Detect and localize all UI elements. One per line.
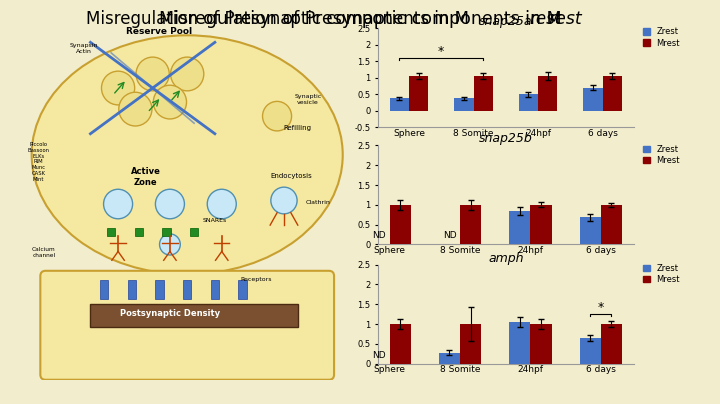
Text: Piccolo
Bassoon
ELKs
RIM
Munc
CASK
Mint: Piccolo Bassoon ELKs RIM Munc CASK Mint <box>27 142 50 182</box>
Bar <box>583 88 603 111</box>
Legend: Zrest, Mrest: Zrest, Mrest <box>643 145 680 165</box>
Bar <box>603 76 622 111</box>
Bar <box>107 228 115 236</box>
FancyBboxPatch shape <box>40 271 334 380</box>
Bar <box>601 324 622 364</box>
Bar <box>162 228 171 236</box>
Circle shape <box>207 189 236 219</box>
Bar <box>454 98 474 111</box>
Text: Calcium
channel: Calcium channel <box>32 247 55 258</box>
Bar <box>509 322 531 364</box>
Text: Endocytosis: Endocytosis <box>270 173 312 179</box>
Bar <box>238 280 247 299</box>
Title: snap25b: snap25b <box>479 133 533 145</box>
Bar <box>531 205 552 244</box>
Legend: Zrest, Mrest: Zrest, Mrest <box>643 27 680 48</box>
Text: Receptors: Receptors <box>240 277 272 282</box>
Text: Misregulation of Presynaptic components in M: Misregulation of Presynaptic components … <box>158 10 562 28</box>
Circle shape <box>263 101 292 131</box>
Text: Refilling: Refilling <box>284 125 312 131</box>
Bar <box>460 324 481 364</box>
Title: snap25a: snap25a <box>479 15 533 28</box>
Bar <box>135 228 143 236</box>
Circle shape <box>156 189 184 219</box>
Text: ND: ND <box>372 351 386 360</box>
Bar <box>127 280 136 299</box>
Text: Clathrin: Clathrin <box>306 200 331 205</box>
Bar <box>91 304 298 327</box>
Bar <box>518 94 538 111</box>
Bar <box>509 211 531 244</box>
Bar <box>580 217 601 244</box>
Bar <box>390 98 409 111</box>
Bar <box>601 205 622 244</box>
Bar <box>100 280 109 299</box>
Circle shape <box>160 234 180 255</box>
Legend: Zrest, Mrest: Zrest, Mrest <box>643 264 680 284</box>
Bar <box>409 76 428 111</box>
Text: rest: rest <box>529 10 562 28</box>
Bar <box>190 228 198 236</box>
Bar <box>531 324 552 364</box>
Text: Synapsin
Actin: Synapsin Actin <box>69 43 98 54</box>
Text: Synaptic
vesicle: Synaptic vesicle <box>294 94 322 105</box>
Bar <box>183 280 192 299</box>
Bar <box>580 338 601 364</box>
Bar <box>460 205 481 244</box>
Circle shape <box>104 189 132 219</box>
Text: *: * <box>598 301 604 314</box>
Bar <box>156 280 163 299</box>
Text: ND: ND <box>372 231 386 240</box>
Circle shape <box>171 57 204 91</box>
Circle shape <box>136 57 169 91</box>
Text: SNAREs: SNAREs <box>203 218 227 223</box>
Text: Misregulation of Presynaptic components in M: Misregulation of Presynaptic components … <box>86 10 469 28</box>
Bar <box>211 280 219 299</box>
Text: Active
Zone: Active Zone <box>131 167 161 187</box>
Bar <box>474 76 493 111</box>
Bar <box>439 353 460 364</box>
Text: Postsynaptic Density: Postsynaptic Density <box>120 309 220 318</box>
Text: rest: rest <box>549 10 582 28</box>
Circle shape <box>153 85 186 119</box>
Bar <box>390 205 410 244</box>
Title: amph: amph <box>488 252 523 265</box>
Circle shape <box>271 187 297 214</box>
Bar <box>538 76 557 111</box>
Circle shape <box>102 71 135 105</box>
Text: Reserve Pool: Reserve Pool <box>127 27 193 36</box>
Bar <box>390 324 410 364</box>
Text: *: * <box>438 45 444 58</box>
Text: ND: ND <box>443 231 456 240</box>
Ellipse shape <box>32 35 343 274</box>
Circle shape <box>119 92 152 126</box>
